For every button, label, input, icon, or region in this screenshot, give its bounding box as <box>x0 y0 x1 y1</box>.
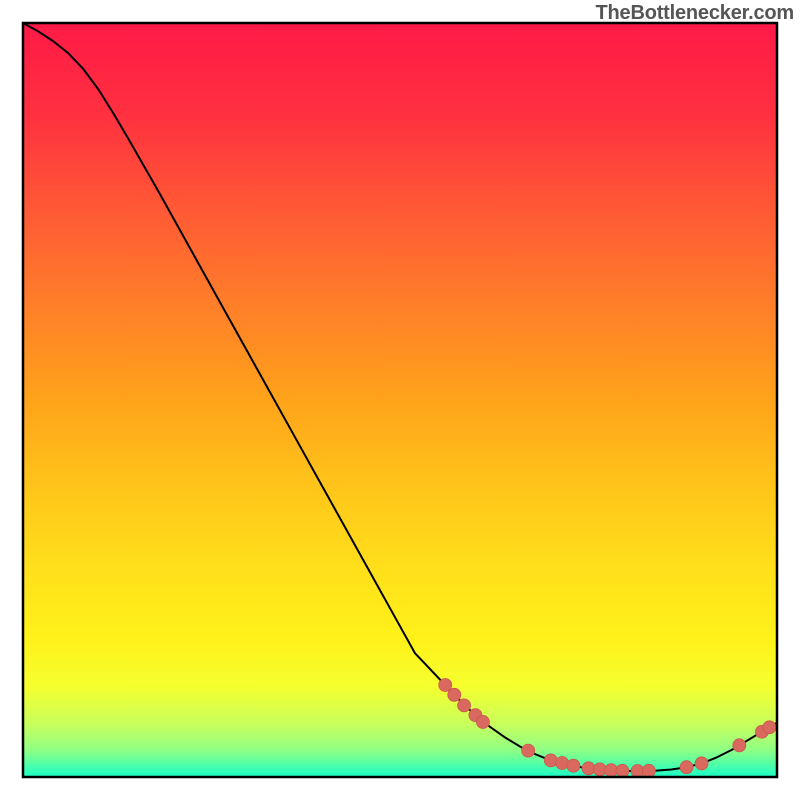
bottleneck-line-chart <box>0 0 800 800</box>
data-marker <box>476 715 489 728</box>
data-marker <box>695 757 708 770</box>
data-marker <box>544 754 557 767</box>
data-marker <box>567 759 580 772</box>
attribution-text: TheBottlenecker.com <box>596 2 795 25</box>
chart-container: TheBottlenecker.com <box>0 0 800 800</box>
data-marker <box>733 739 746 752</box>
data-marker <box>522 744 535 757</box>
data-marker <box>763 721 776 734</box>
data-marker <box>439 679 452 692</box>
data-marker <box>458 699 471 712</box>
data-marker <box>680 761 693 774</box>
data-marker <box>448 688 461 701</box>
data-marker <box>616 764 629 777</box>
data-marker <box>642 764 655 777</box>
plot-background-gradient <box>23 23 777 777</box>
data-marker <box>556 757 569 770</box>
